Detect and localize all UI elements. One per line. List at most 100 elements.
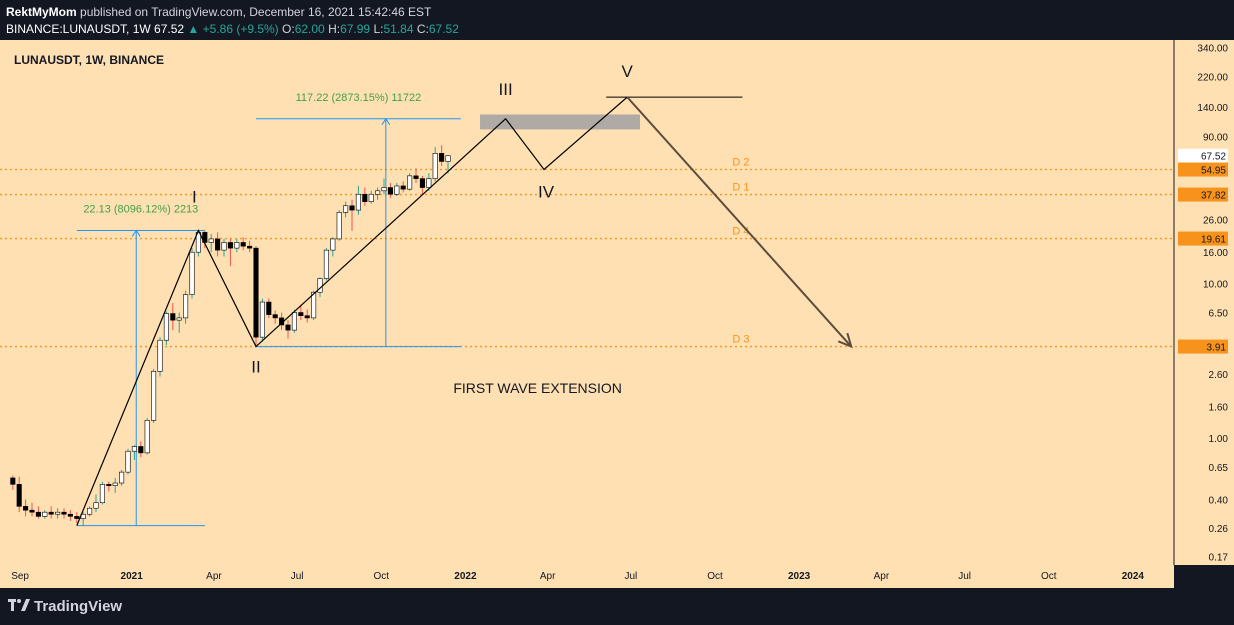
ohlc-line: BINANCE:LUNAUSDT, 1W 67.52 ▲ +5.86 (+9.5… <box>6 22 459 36</box>
candle-body <box>272 314 278 319</box>
candle-body <box>387 187 393 195</box>
time-tick-label: Oct <box>373 571 389 582</box>
author-name[interactable]: RektMyMom <box>6 5 77 19</box>
level-name: D 1 <box>732 182 749 194</box>
candle-body <box>93 502 99 509</box>
publish-info: published on TradingView.com, December 1… <box>80 5 432 19</box>
candle-body <box>413 175 419 179</box>
wave-label: III <box>499 80 513 99</box>
price-tags: 67.52 54.95 37.82 19.61 3.91 <box>1178 148 1228 354</box>
level-price-tag-bg <box>1178 187 1228 202</box>
candle-body <box>240 242 246 247</box>
target-zone <box>480 114 641 130</box>
level-name: D 3 <box>732 334 749 346</box>
price-tick-label: 340.00 <box>1197 43 1228 54</box>
chart-svg[interactable]: D 2D 1D 4D 3 22.13 (8096.12%) 2213117.22… <box>0 40 1234 588</box>
chart-title: LUNAUSDT, 1W, BINANCE <box>14 53 164 67</box>
candle-body <box>234 242 240 249</box>
time-tick-label: Oct <box>1041 571 1057 582</box>
candle-body <box>349 205 355 211</box>
candle-body <box>144 420 150 454</box>
candle-body <box>42 511 48 517</box>
candle-body <box>183 294 189 319</box>
candle-body <box>221 242 227 251</box>
candle-body <box>253 247 259 338</box>
price-tick-label: 2.60 <box>1209 370 1229 381</box>
symbol-info: BINANCE:LUNAUSDT, 1W <box>6 22 151 36</box>
candle-body <box>291 312 297 331</box>
chart-footer: TradingView <box>0 588 1234 625</box>
price-tick-label: 1.00 <box>1209 434 1229 445</box>
price-tick-label: 6.50 <box>1209 309 1229 320</box>
candle-body <box>189 251 195 295</box>
level-price-tag: 19.61 <box>1201 235 1226 246</box>
annotation-text: FIRST WAVE EXTENSION <box>453 380 622 396</box>
chart-header: RektMyMom published on TradingView.com, … <box>0 0 1234 40</box>
price-tick-label: 10.00 <box>1203 280 1228 291</box>
candle-body <box>170 313 176 321</box>
tradingview-logo[interactable]: TradingView <box>8 598 122 615</box>
candles <box>10 145 451 526</box>
target-zone-box <box>480 114 641 130</box>
close-value: 67.52 <box>428 22 459 36</box>
time-tick-label: Jul <box>291 571 304 582</box>
price-change: ▲ +5.86 (+9.5%) <box>187 22 279 36</box>
candle-body <box>35 511 41 517</box>
candle-body <box>125 450 131 473</box>
time-tick-label: 2024 <box>1122 571 1145 582</box>
candle-body <box>87 507 93 515</box>
candle-body <box>336 212 342 240</box>
last-price: 67.52 <box>154 22 185 36</box>
candle-body <box>445 155 451 162</box>
candle-body <box>381 187 387 192</box>
candle-body <box>330 238 336 251</box>
candle-body <box>311 291 317 319</box>
price-axis[interactable] <box>1174 40 1234 565</box>
candle-body <box>138 446 144 454</box>
level-price-tag: 54.95 <box>1201 166 1226 177</box>
last-price-tag: 67.52 <box>1201 152 1226 163</box>
wave-label: I <box>192 187 197 206</box>
time-tick-label: Apr <box>206 571 222 582</box>
candle-body <box>106 484 112 487</box>
candle-body <box>304 315 310 319</box>
candle-body <box>298 312 304 316</box>
time-tick-label: Jul <box>624 571 637 582</box>
low-value: 51.84 <box>383 22 414 36</box>
candle-body <box>74 516 80 519</box>
time-tick-label: 2021 <box>121 571 144 582</box>
candle-body <box>29 509 35 513</box>
candle-body <box>55 511 61 515</box>
candle-body <box>407 175 413 190</box>
candle-body <box>227 242 233 249</box>
wave-label: IV <box>538 182 555 201</box>
time-tick-label: Apr <box>540 571 556 582</box>
price-tick-label: 1.60 <box>1209 402 1229 413</box>
candle-body <box>323 249 329 279</box>
candle-body <box>368 193 374 202</box>
projection-arrowhead <box>837 332 853 349</box>
time-tick-label: Jul <box>958 571 971 582</box>
candle-body <box>362 193 368 202</box>
last-price-tag-bg <box>1178 148 1228 163</box>
price-tick-label: 0.40 <box>1209 495 1229 506</box>
wave-label: II <box>251 358 260 377</box>
candle-body <box>67 513 73 517</box>
candle-body <box>400 185 406 190</box>
candle-body <box>215 238 221 251</box>
candle-body <box>247 245 253 249</box>
candle-body <box>119 471 125 484</box>
open-value: 62.00 <box>294 22 325 36</box>
candle-body <box>343 205 349 213</box>
time-tick-label: 2023 <box>788 571 811 582</box>
candle-body <box>426 178 432 188</box>
price-tick-label: 16.00 <box>1203 248 1228 259</box>
candle-body <box>131 446 137 452</box>
wave-path-line <box>76 96 628 526</box>
price-tick-label: 26.00 <box>1203 216 1228 227</box>
candle-body <box>208 238 214 243</box>
time-axis[interactable] <box>0 565 1174 588</box>
measure-label: 117.22 (2873.15%) 11722 <box>296 92 422 104</box>
